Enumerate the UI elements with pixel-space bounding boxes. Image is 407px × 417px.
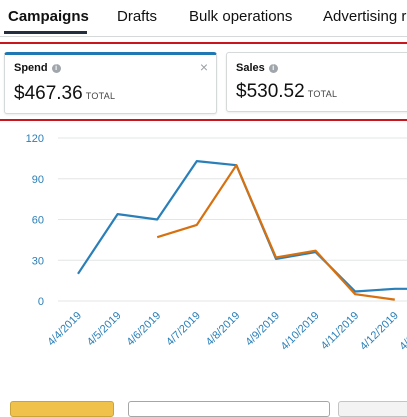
y-tick-label: 120 — [26, 133, 44, 145]
metric-card-spend[interactable]: Spend i × $467.36 TOTAL — [4, 52, 217, 114]
info-icon[interactable]: i — [51, 64, 61, 73]
y-tick-label: 0 — [38, 296, 44, 308]
tab-drafts[interactable]: Drafts — [117, 8, 158, 25]
x-tick-label: 4/5/2019 — [85, 310, 124, 349]
metric-cards: Spend i × $467.36 TOTAL Sales i $530.52 TOTA… — [0, 42, 407, 121]
x-tick-label: 4/12/2019 — [358, 310, 401, 353]
campaign-tabs: Campaigns Drafts Bulk operations Adverti… — [0, 0, 407, 37]
tab-advertising-reports[interactable]: Advertising reports — [323, 8, 407, 25]
filter-button[interactable] — [338, 401, 407, 417]
active-tab-indicator — [4, 31, 87, 34]
x-tick-label: 4/7/2019 — [164, 310, 203, 349]
x-tick-label: 4/4/2019 — [45, 310, 84, 349]
tab-bulk-operations[interactable]: Bulk operations — [189, 8, 293, 25]
x-tick-label: 4/8/2019 — [204, 310, 243, 349]
x-tick-label: 4/6/2019 — [125, 310, 164, 349]
series-line-1 — [156, 164, 395, 301]
metric-card-sales[interactable]: Sales i $530.52 TOTAL — [226, 52, 407, 112]
create-campaign-button[interactable] — [10, 401, 114, 417]
close-icon[interactable]: × — [199, 59, 208, 75]
y-tick-label: 60 — [32, 215, 44, 227]
performance-chart: 0 30 60 90 120 4/4/2019 4/5/2019 4/6/2019 4/7/20… — [26, 133, 407, 353]
x-tick-label: 4/9/2019 — [243, 310, 282, 349]
search-input[interactable] — [128, 401, 330, 417]
y-tick-label: 30 — [32, 255, 44, 267]
info-icon[interactable]: i — [268, 64, 278, 73]
tab-campaigns[interactable]: Campaigns — [8, 8, 89, 25]
metric-title-spend: Spend — [14, 62, 48, 74]
x-tick-label: 4/10/2019 — [279, 310, 322, 353]
metric-title-sales: Sales — [236, 62, 265, 74]
metric-unit-spend: TOTAL — [85, 91, 116, 101]
y-tick-label: 90 — [32, 174, 44, 186]
metric-value-spend: $467.36 — [14, 83, 83, 104]
metric-unit-sales: TOTAL — [307, 89, 338, 99]
x-tick-label: 4/11/2019 — [319, 310, 362, 353]
metric-value-sales: $530.52 — [236, 81, 305, 102]
